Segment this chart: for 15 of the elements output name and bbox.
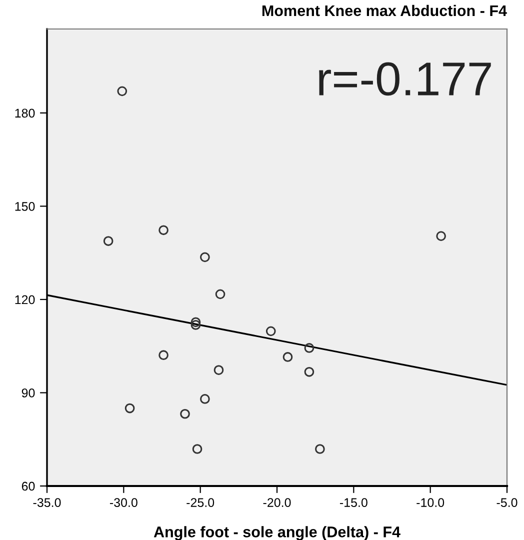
x-tick-label: -15.0	[340, 498, 368, 507]
x-axis-title: Angle foot - sole angle (Delta) - F4	[154, 526, 400, 540]
x-tick-label: -30.0	[110, 498, 138, 507]
y-tick-label: 120	[15, 295, 35, 304]
y-tick-label: 90	[22, 388, 35, 398]
y-tick-label: 150	[15, 202, 35, 211]
chart-title: Moment Knee max Abduction - F4	[262, 4, 507, 16]
x-tick-label: -10.0	[416, 498, 444, 507]
annotation: r=-0.177	[319, 62, 491, 96]
x-tick-label: -20.0	[263, 498, 291, 507]
x-tick-label: -5.0	[496, 498, 518, 507]
x-tick-label: -25.0	[186, 498, 214, 507]
y-tick-label: 180	[15, 108, 35, 118]
y-tick-label: 60	[22, 482, 35, 491]
x-tick-label: -35.0	[33, 498, 61, 507]
